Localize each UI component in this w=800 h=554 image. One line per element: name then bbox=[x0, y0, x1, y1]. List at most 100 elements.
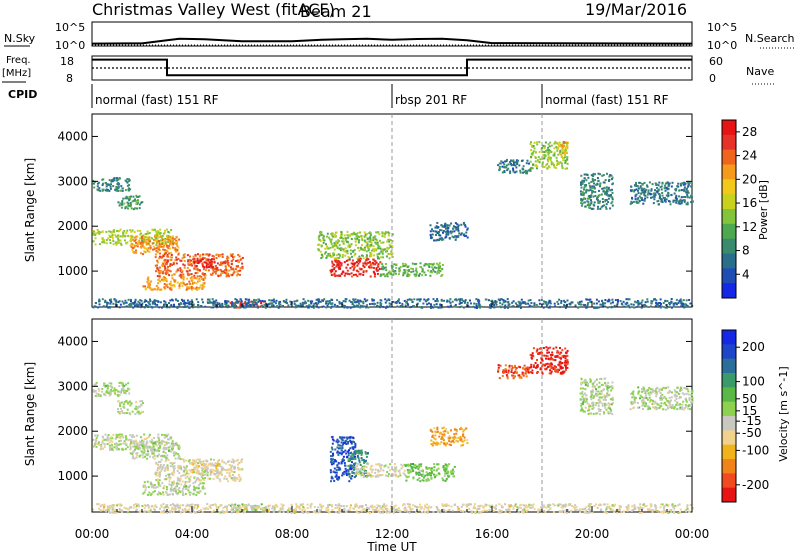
heatmap-cell bbox=[490, 300, 493, 303]
heatmap-cell bbox=[529, 168, 532, 171]
heatmap-cell bbox=[164, 468, 167, 471]
colorbar-tick-label: 16 bbox=[742, 196, 757, 210]
heatmap-cell bbox=[387, 238, 390, 241]
heatmap-cell bbox=[353, 231, 356, 234]
heatmap-cell bbox=[216, 460, 219, 463]
heatmap-cell bbox=[374, 260, 377, 262]
heatmap-cell bbox=[139, 412, 142, 415]
heatmap-cell bbox=[167, 247, 170, 250]
heatmap-cell bbox=[565, 146, 567, 149]
heatmap-cell bbox=[94, 243, 97, 246]
heatmap-cell bbox=[232, 478, 235, 481]
heatmap-cell bbox=[547, 143, 550, 146]
heatmap-cell bbox=[166, 228, 168, 231]
heatmap-cell bbox=[171, 246, 174, 249]
heatmap-cell bbox=[362, 273, 365, 276]
heatmap-cell bbox=[448, 237, 451, 240]
heatmap-cell bbox=[416, 478, 419, 481]
heatmap-cell bbox=[182, 302, 185, 305]
heatmap-cell bbox=[488, 306, 491, 309]
heatmap-cell bbox=[221, 272, 224, 274]
heatmap-cell bbox=[104, 301, 106, 304]
nsky-label: N.Sky bbox=[4, 32, 36, 45]
heatmap-cell bbox=[546, 151, 549, 154]
heatmap-cell bbox=[98, 187, 101, 190]
heatmap-cell bbox=[403, 463, 406, 466]
heatmap-cell bbox=[609, 174, 612, 176]
heatmap-cell bbox=[135, 408, 138, 411]
heatmap-cell bbox=[189, 277, 192, 280]
heatmap-cell bbox=[419, 473, 422, 476]
heatmap-cell bbox=[350, 458, 353, 461]
heatmap-cell bbox=[504, 304, 507, 307]
heatmap-cell bbox=[168, 306, 171, 309]
heatmap-cell bbox=[183, 485, 185, 488]
heatmap-cell bbox=[640, 301, 643, 304]
heatmap-cell bbox=[437, 463, 440, 466]
heatmap-cell bbox=[357, 300, 360, 303]
heatmap-cell bbox=[124, 412, 126, 415]
heatmap-cell bbox=[341, 459, 344, 462]
heatmap-cell bbox=[106, 439, 109, 442]
heatmap-cell bbox=[98, 298, 101, 301]
heatmap-cell bbox=[453, 230, 456, 233]
heatmap-cell bbox=[170, 237, 173, 240]
heatmap-cell bbox=[131, 434, 134, 437]
heatmap-cell bbox=[243, 302, 246, 305]
heatmap-cell bbox=[137, 444, 140, 447]
heatmap-cell bbox=[167, 441, 170, 444]
heatmap-cell bbox=[196, 259, 199, 262]
heatmap-cell bbox=[379, 474, 382, 477]
heatmap-cell bbox=[229, 266, 232, 269]
heatmap-cell bbox=[430, 467, 433, 470]
heatmap-cell bbox=[632, 306, 635, 309]
heatmap-cell bbox=[452, 236, 455, 239]
heatmap-cell bbox=[331, 442, 334, 445]
heatmap-cell bbox=[325, 306, 328, 309]
heatmap-cell bbox=[376, 473, 379, 476]
heatmap-cell bbox=[255, 299, 258, 302]
heatmap-cell bbox=[235, 306, 238, 309]
heatmap-cell bbox=[157, 248, 160, 251]
heatmap-cell bbox=[593, 182, 596, 185]
heatmap-cell bbox=[188, 285, 191, 288]
heatmap-cell bbox=[611, 198, 614, 201]
heatmap-cell bbox=[340, 461, 343, 464]
heatmap-cell bbox=[396, 475, 399, 478]
heatmap-cell bbox=[428, 265, 431, 268]
heatmap-cell bbox=[549, 141, 552, 144]
heatmap-cell bbox=[366, 245, 369, 248]
heatmap-cell bbox=[352, 250, 355, 253]
heatmap-cell bbox=[378, 239, 381, 242]
heatmap-cell bbox=[171, 240, 174, 243]
heatmap-cell bbox=[455, 226, 458, 229]
heatmap-cell bbox=[330, 458, 333, 461]
heatmap-cell bbox=[512, 159, 515, 162]
heatmap-cell bbox=[338, 274, 341, 277]
heatmap-cell bbox=[211, 462, 214, 465]
heatmap-cell bbox=[462, 306, 465, 309]
heatmap-cell bbox=[94, 434, 97, 437]
heatmap-cell bbox=[128, 196, 131, 198]
heatmap-cell bbox=[391, 255, 394, 258]
heatmap-cell bbox=[657, 189, 660, 191]
heatmap-cell bbox=[334, 270, 337, 273]
heatmap-cell bbox=[211, 468, 214, 471]
heatmap-cell bbox=[532, 150, 535, 153]
heatmap-cell bbox=[641, 299, 644, 302]
heatmap-cell bbox=[175, 492, 178, 495]
heatmap-cell bbox=[585, 188, 588, 191]
heatmap-cell bbox=[126, 229, 129, 232]
heatmap-cell bbox=[150, 280, 153, 283]
heatmap-cell bbox=[546, 163, 549, 166]
heatmap-cell bbox=[153, 248, 156, 251]
heatmap-cell bbox=[361, 468, 364, 471]
heatmap-cell bbox=[424, 263, 427, 265]
heatmap-cell bbox=[152, 491, 155, 494]
heatmap-cell bbox=[232, 272, 235, 275]
heatmap-cell bbox=[148, 236, 151, 239]
heatmap-cell bbox=[95, 392, 98, 395]
heatmap-cell bbox=[505, 164, 508, 167]
heatmap-cell bbox=[343, 306, 346, 309]
heatmap-cell bbox=[216, 262, 219, 265]
